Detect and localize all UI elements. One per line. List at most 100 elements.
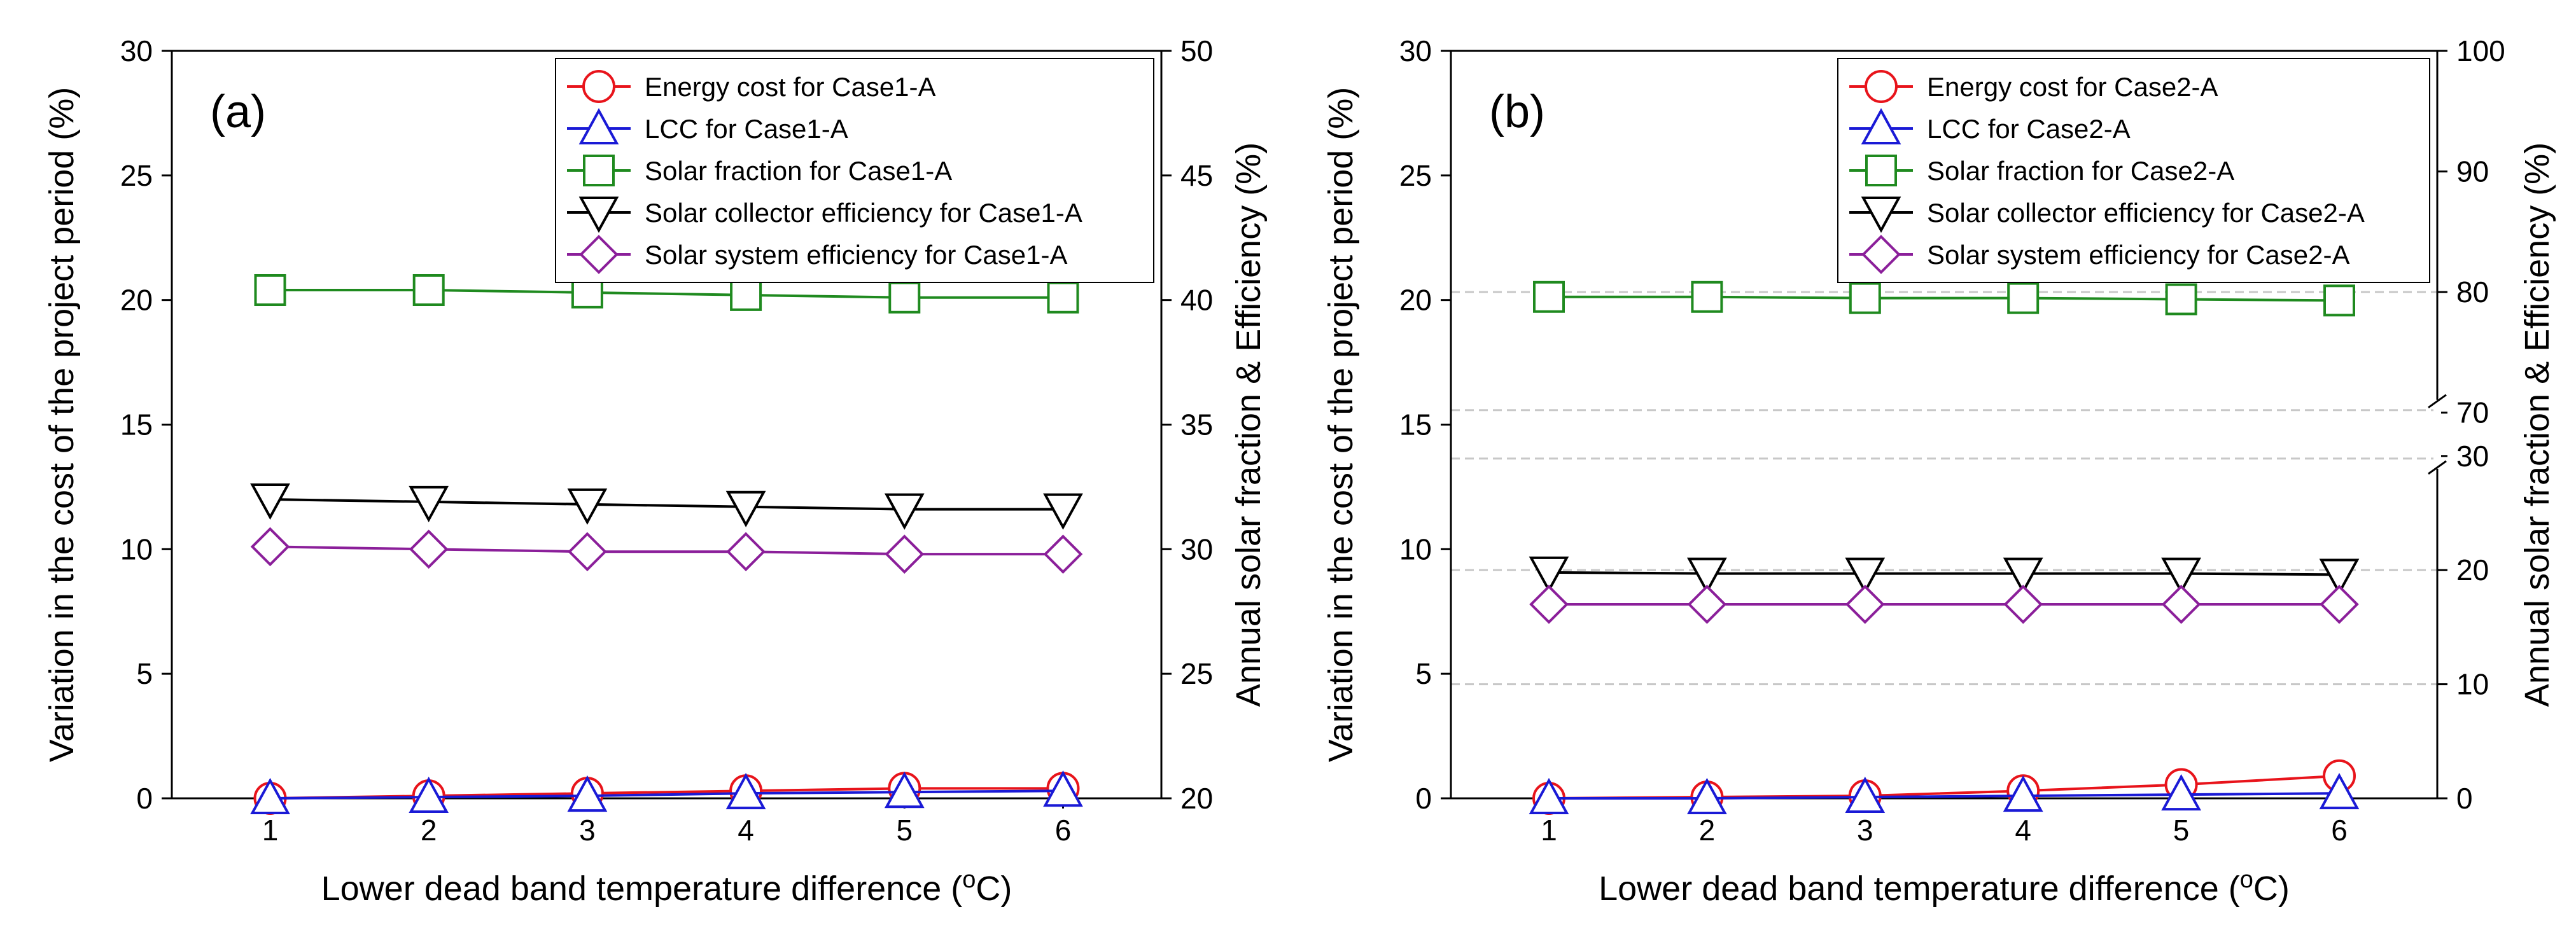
- x-tick-label: 4: [738, 814, 754, 847]
- legend-label: Solar fraction for Case2-A: [1927, 156, 2234, 186]
- data-point-collector: [2003, 557, 2043, 594]
- data-point-lcc: [2319, 773, 2360, 810]
- data-point-system: [885, 534, 925, 574]
- y2-tick-label: 10: [2456, 668, 2489, 701]
- y2-tick-label: 30: [1180, 532, 1213, 566]
- y-tick-label: 15: [1399, 408, 1432, 441]
- data-point-collector: [567, 488, 608, 525]
- y2-tick-label: 100: [2456, 34, 2505, 67]
- y2-tick-label: 0: [2456, 782, 2473, 815]
- series-line-solar_fraction: [1549, 295, 2340, 302]
- data-point-lcc: [1687, 777, 1727, 814]
- y2-tick-label: 30: [2456, 440, 2489, 473]
- data-point-system: [2161, 585, 2201, 624]
- x-tick-label: 3: [579, 814, 596, 847]
- panel-label: (b): [1489, 87, 1545, 137]
- data-point-lcc: [2161, 774, 2201, 811]
- legend-label: Solar collector efficiency for Case2-A: [1927, 198, 2365, 228]
- x-tick-label: 5: [897, 814, 913, 847]
- series-line-collector: [270, 498, 1063, 511]
- y-tick-label: 5: [1415, 657, 1432, 690]
- y-axis-label: Variation in the cost of the project per…: [1322, 87, 1360, 763]
- y-tick-label: 10: [1399, 532, 1432, 566]
- y-tick-label: 20: [1399, 284, 1432, 317]
- series-line-system: [270, 545, 1063, 556]
- data-point-lcc: [1529, 777, 1569, 814]
- legend-marker: [578, 108, 619, 144]
- x-tick-label: 1: [262, 814, 279, 847]
- data-point-solar_fraction: [730, 279, 762, 311]
- axis-break-mark: [2428, 394, 2447, 408]
- data-point-system: [568, 532, 607, 572]
- y-tick-label: 25: [120, 159, 153, 192]
- data-point-system: [2003, 585, 2043, 624]
- y2-tick-label: 20: [1180, 782, 1213, 815]
- data-point-solar_fraction: [1533, 281, 1565, 313]
- legend-marker: [1865, 70, 1898, 103]
- y2-tick-label: 45: [1180, 159, 1213, 192]
- data-point-collector: [884, 493, 925, 530]
- data-point-collector: [250, 483, 290, 520]
- y2-axis-label: Annual solar fraction & Efficiency (%): [1229, 142, 1268, 707]
- panel-label: (a): [210, 87, 266, 137]
- y-tick-label: 20: [120, 284, 153, 317]
- data-point-collector: [2161, 557, 2201, 594]
- y2-tick-label: 50: [1180, 34, 1213, 67]
- data-point-system: [2320, 585, 2359, 624]
- y2-tick-label: 70: [2456, 396, 2489, 429]
- chart-panel-b: 0 5 10 15 20 25 30 0 10 20 30 70 80 90 100 1 2 3 4 5 6 Lower …: [1322, 34, 2556, 908]
- data-point-lcc: [250, 777, 290, 814]
- data-point-solar_fraction: [888, 281, 921, 314]
- legend-marker: [582, 70, 615, 103]
- legend-box: [1837, 58, 2430, 283]
- data-point-solar_fraction: [1849, 282, 1881, 314]
- data-point-system: [1529, 585, 1569, 624]
- data-point-lcc: [884, 772, 925, 809]
- y-axis-label: Variation in the cost of the project per…: [43, 87, 81, 763]
- legend-label: Solar fraction for Case1-A: [645, 156, 952, 186]
- x-tick-label: 2: [1699, 814, 1716, 847]
- legend-marker: [1861, 108, 1901, 144]
- data-point-solar_fraction: [2323, 284, 2355, 317]
- series-line-lcc: [270, 789, 1063, 800]
- x-tick-label: 6: [2331, 814, 2348, 847]
- x-tick-label: 2: [421, 814, 437, 847]
- legend-marker: [578, 197, 619, 233]
- legend-label: Solar collector efficiency for Case1-A: [645, 198, 1082, 228]
- data-point-collector: [1845, 557, 1886, 594]
- data-point-solar_fraction: [1691, 281, 1723, 313]
- data-point-solar_fraction: [2007, 282, 2040, 314]
- data-point-system: [726, 532, 766, 572]
- data-point-system: [1043, 534, 1083, 574]
- x-tick-label: 6: [1055, 814, 1072, 847]
- x-tick-label: 4: [2015, 814, 2031, 847]
- y2-tick-label: 80: [2456, 275, 2489, 309]
- x-tick-label: 5: [2173, 814, 2190, 847]
- y-tick-label: 5: [136, 657, 153, 690]
- data-point-collector: [725, 490, 766, 527]
- legend-marker: [1861, 197, 1901, 233]
- y2-tick-label: 40: [1180, 284, 1213, 317]
- legend-label: Energy cost for Case2-A: [1927, 72, 2218, 102]
- data-point-solar_fraction: [254, 274, 286, 306]
- data-point-lcc: [567, 775, 608, 812]
- y-tick-label: 30: [1399, 34, 1432, 67]
- data-point-lcc: [2003, 775, 2043, 812]
- data-point-collector: [1687, 557, 1727, 594]
- legend-marker: [583, 155, 615, 186]
- data-point-collector: [409, 485, 449, 523]
- data-point-system: [409, 529, 449, 569]
- data-point-solar_fraction: [412, 274, 445, 306]
- data-point-system: [250, 527, 290, 567]
- series-line-collector: [1548, 571, 2340, 576]
- x-tick-label: 3: [1857, 814, 1873, 847]
- data-point-lcc: [1043, 770, 1083, 807]
- x-axis-label: Lower dead band temperature difference (…: [1599, 866, 2290, 908]
- data-point-collector: [2319, 559, 2360, 595]
- y2-tick-label: 25: [1180, 657, 1213, 690]
- series-line-lcc: [1549, 792, 2340, 800]
- y-tick-label: 0: [136, 782, 153, 815]
- y-tick-label: 25: [1399, 159, 1432, 192]
